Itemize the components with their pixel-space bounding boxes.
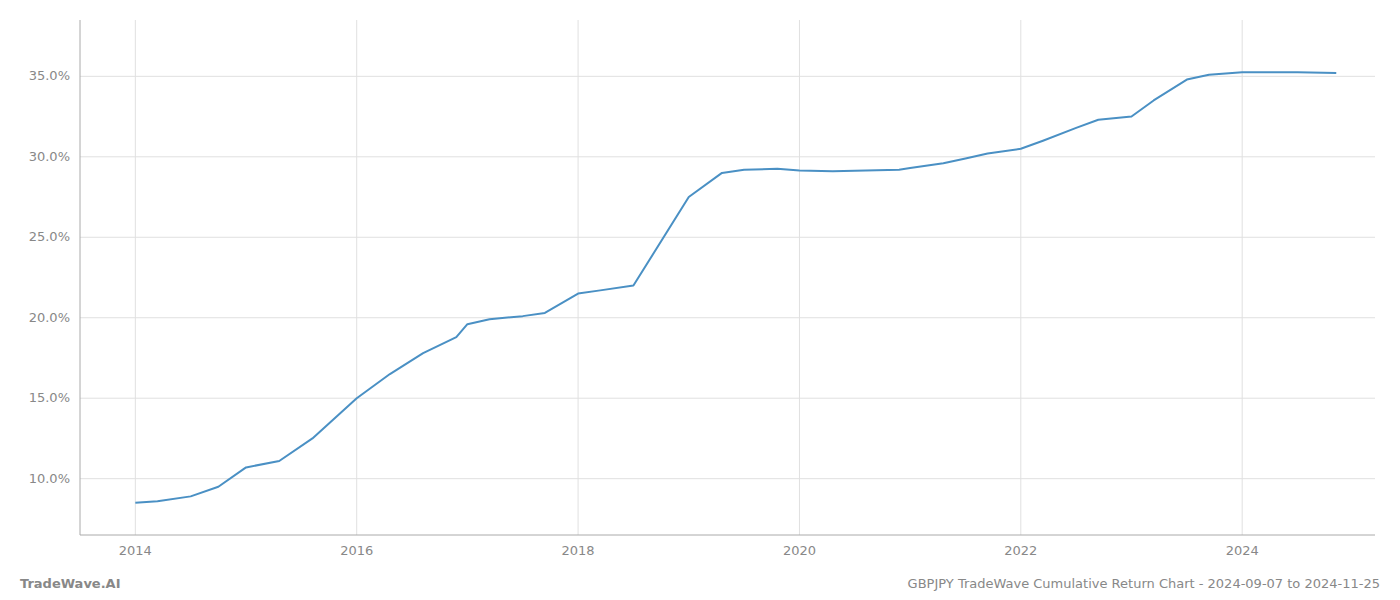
grid-line xyxy=(356,20,357,535)
tick-labels: 2014 2016 2018 2020 2022 2024 10.0% 15.0% 20.0% 2… xyxy=(29,68,1259,558)
y-tick-label: 20.0% xyxy=(29,310,70,325)
x-tick-label: 2016 xyxy=(340,543,373,558)
plot-area xyxy=(135,72,1336,503)
grid-line xyxy=(80,478,1375,479)
grid-line xyxy=(80,76,1375,77)
grid-line xyxy=(135,20,136,535)
grid-line xyxy=(1242,20,1243,535)
grid-line xyxy=(80,317,1375,318)
grid-line xyxy=(578,20,579,535)
title: GBPJPY TradeWave Cumulative Return Chart… xyxy=(908,576,1380,591)
y-tick-label: 25.0% xyxy=(29,229,70,244)
grid-line xyxy=(1020,20,1021,535)
y-tick-label: 10.0% xyxy=(29,471,70,486)
x-tick-label: 2020 xyxy=(783,543,816,558)
grid-line xyxy=(799,20,800,535)
x-tick-label: 2022 xyxy=(1004,543,1037,558)
grid-line xyxy=(80,156,1375,157)
grid xyxy=(80,20,1375,535)
x-tick-label: 2014 xyxy=(119,543,152,558)
y-tick-label: 30.0% xyxy=(29,149,70,164)
y-tick-label: 15.0% xyxy=(29,390,70,405)
x-axis-line xyxy=(80,535,1375,536)
x-tick-label: 2018 xyxy=(562,543,595,558)
line xyxy=(135,72,1336,503)
grid-line xyxy=(80,237,1375,238)
chart: 2014 2016 2018 2020 2022 2024 10.0% 15.0% 20.0% 2… xyxy=(0,0,1400,600)
x-tick-label: 2024 xyxy=(1226,543,1259,558)
watermark: TradeWave.AI xyxy=(20,576,121,591)
grid-line xyxy=(80,398,1375,399)
y-axis-line xyxy=(80,20,81,535)
y-tick-label: 35.0% xyxy=(29,68,70,83)
